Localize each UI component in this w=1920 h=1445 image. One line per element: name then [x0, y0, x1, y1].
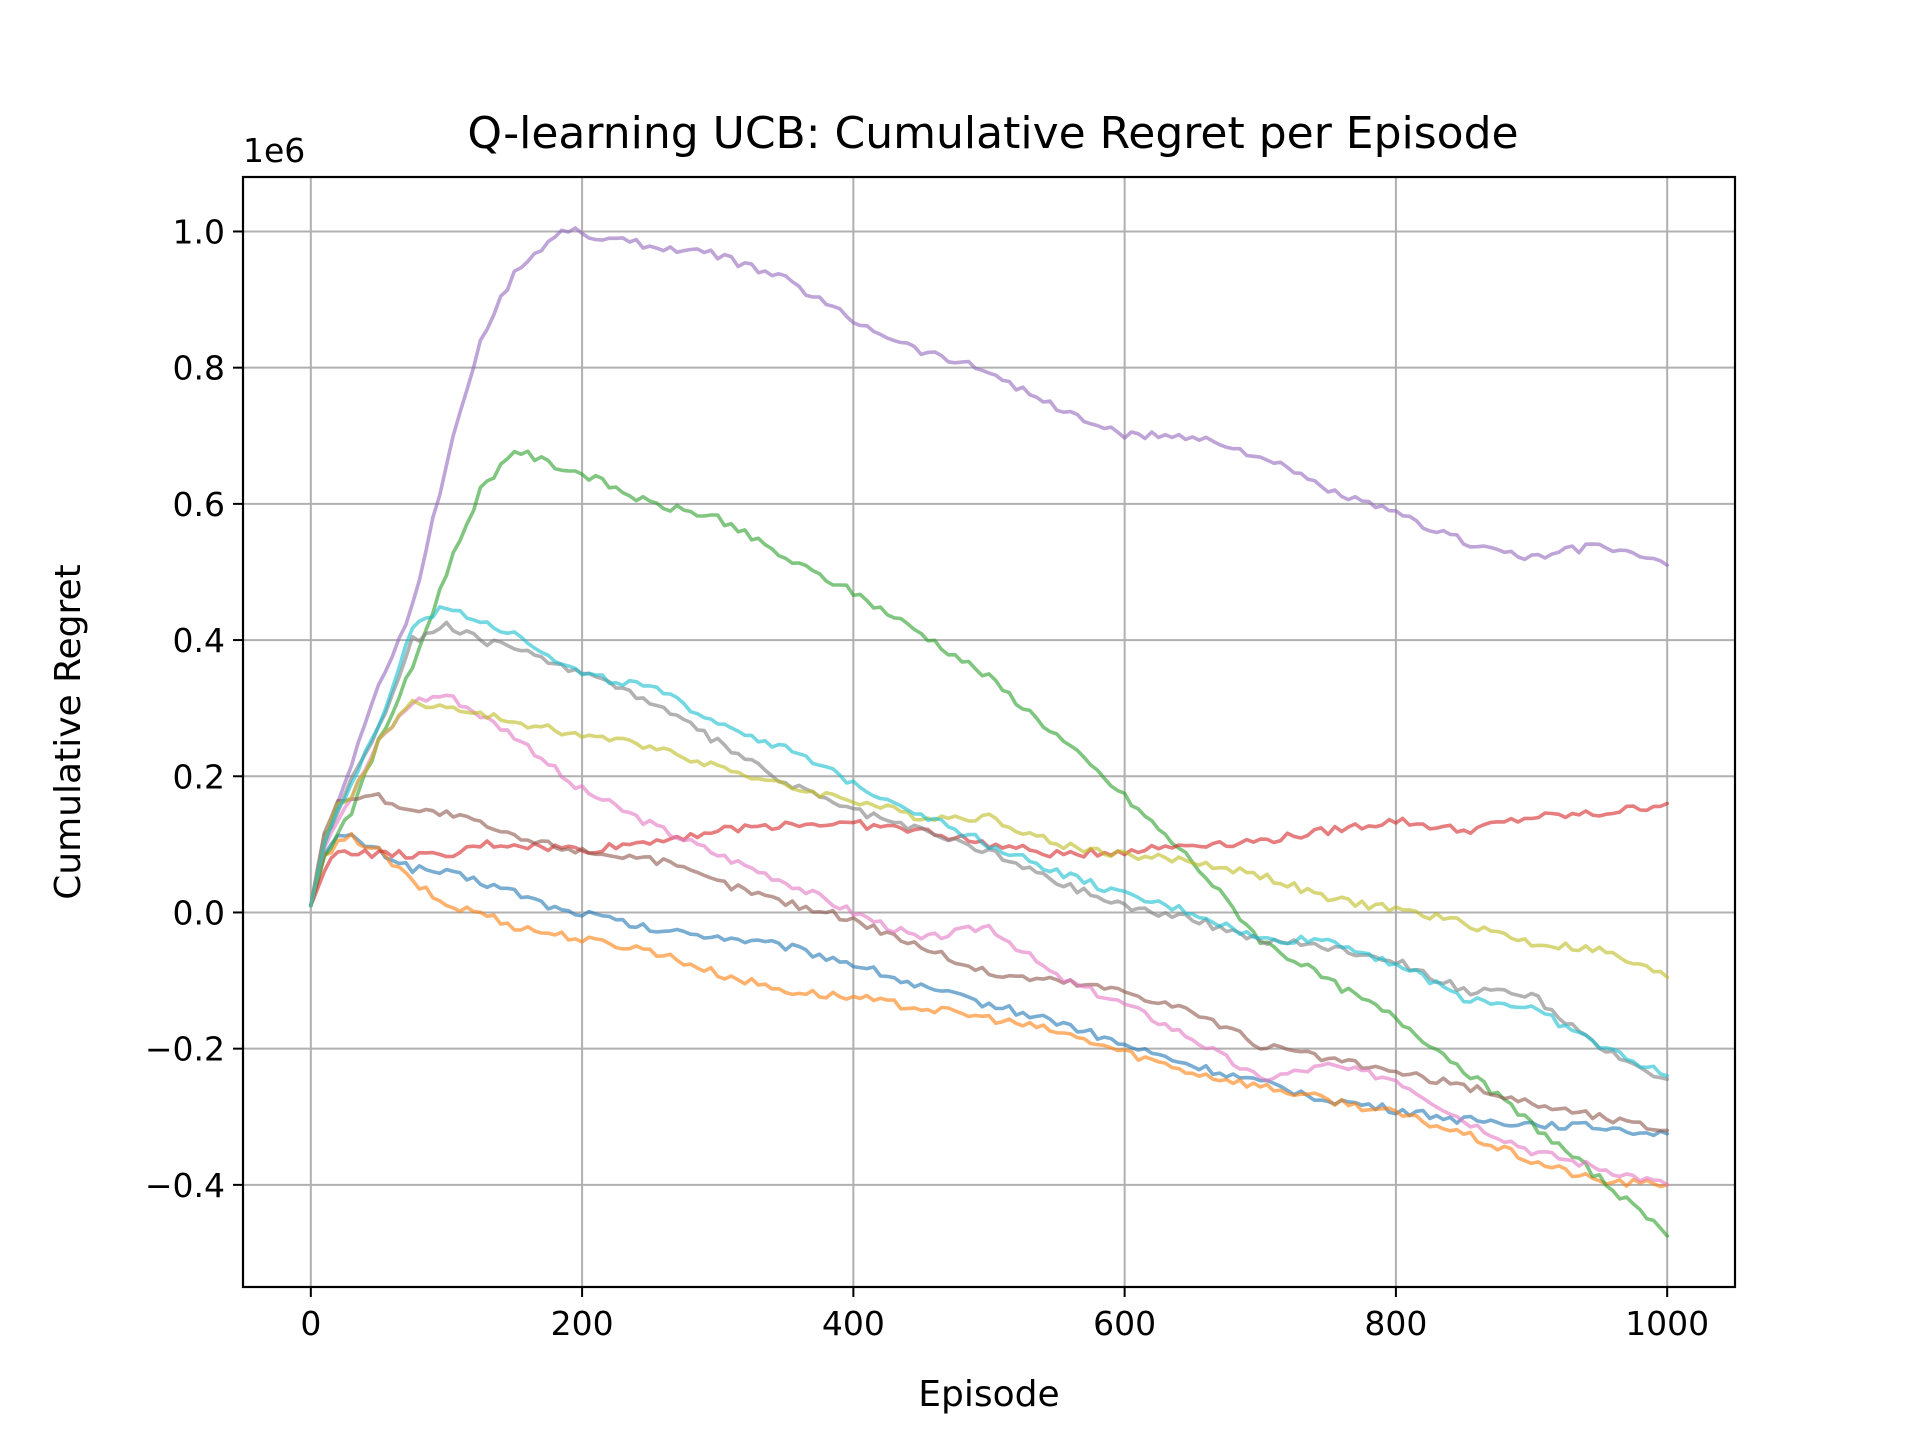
series-line-2 — [309, 832, 1669, 1189]
plot-frame — [241, 175, 1737, 1289]
y-tick-label: 0.2 — [173, 757, 225, 796]
y-tick-label: 1.0 — [173, 212, 225, 251]
x-tick-label: 600 — [1093, 1304, 1156, 1343]
y-tick-label: 0.6 — [173, 485, 225, 524]
x-tick-label: 800 — [1364, 1304, 1427, 1343]
x-axis-label: Episode — [918, 1374, 1059, 1415]
chart-title: Q-learning UCB: Cumulative Regret per Ep… — [467, 108, 1518, 159]
x-tick-label: 0 — [300, 1304, 321, 1343]
x-tick-label: 400 — [822, 1304, 885, 1343]
series-line-7 — [309, 693, 1669, 1187]
series-line-3 — [309, 449, 1669, 1238]
y-axis-ticks: −0.4 −0.2 0.0 0.2 0.4 0.6 0.8 1.0 — [145, 212, 243, 1205]
y-tick-label: 0.4 — [173, 621, 225, 660]
series-lines — [309, 226, 1669, 1238]
grid-lines — [243, 177, 1735, 1287]
x-axis-ticks: 0 200 400 600 800 1000 — [300, 1287, 1709, 1343]
series-line-6 — [309, 792, 1669, 1133]
series-line-8 — [309, 620, 1669, 1082]
y-tick-label: 0.0 — [173, 893, 225, 932]
series-line-9 — [309, 698, 1669, 979]
x-tick-label: 1000 — [1625, 1304, 1709, 1343]
series-line-1 — [309, 832, 1669, 1138]
series-line-5 — [309, 226, 1669, 908]
series-line-10 — [309, 605, 1669, 1078]
y-tick-label: 0.8 — [173, 349, 225, 388]
x-tick-label: 200 — [551, 1304, 614, 1343]
y-tick-label: −0.4 — [145, 1166, 225, 1205]
y-tick-label: −0.2 — [145, 1030, 225, 1069]
y-axis-label: Cumulative Regret — [48, 564, 89, 900]
y-axis-offset-label: 1e6 — [243, 131, 305, 170]
